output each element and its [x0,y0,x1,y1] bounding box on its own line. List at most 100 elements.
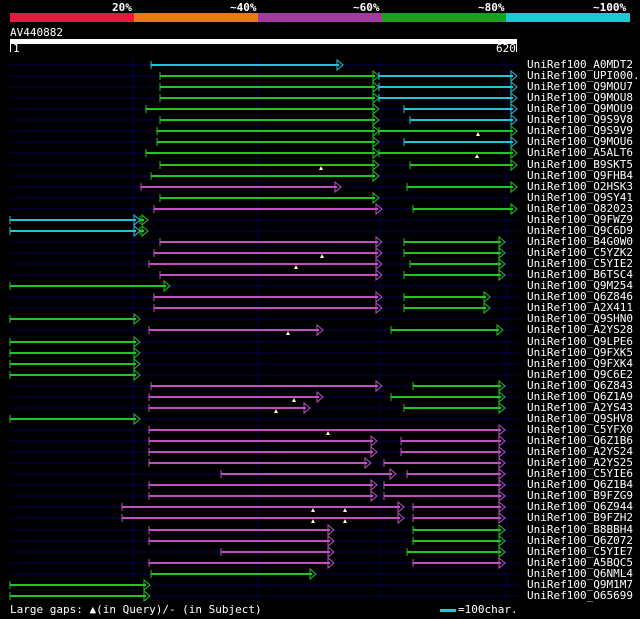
hit-label[interactable]: UniRef100_B9FZG9 [527,489,633,502]
query-gap-marker [343,508,347,512]
hit-label[interactable]: UniRef100_C5YIE2 [527,257,633,270]
hsp-arrowhead [510,135,518,149]
hsp-arrowhead [372,69,380,83]
query-gap-marker [286,331,290,335]
hsp-arrowhead [327,545,335,559]
hsp-arrowhead [375,202,383,216]
hit-label[interactable]: UniRef100_B9SKT5 [527,158,633,171]
hit-label[interactable]: UniRef100_O82023 [527,202,633,215]
hsp-arrowhead [334,180,342,194]
hit-label[interactable]: UniRef100_C5YFX0 [527,423,633,436]
hit-label[interactable]: UniRef100_Q6NML4 [527,567,633,580]
hsp-arrowhead [498,489,506,503]
hit-label[interactable]: UniRef100_A2YS28 [527,323,633,336]
hit-label[interactable]: UniRef100_Q9FHB4 [527,169,633,182]
hit-label[interactable]: UniRef100_C5YZK2 [527,246,633,259]
hsp-arrowhead [510,124,518,138]
hit-label[interactable]: UniRef100_O65699 [527,589,633,602]
hit-label[interactable]: UniRef100_Q9C6D9 [527,224,633,237]
hit-label[interactable]: UniRef100_Q9S9V9 [527,124,633,137]
hit-label[interactable]: UniRef100_A0MDT2 [527,58,633,71]
hsp-arrowhead [510,69,518,83]
query-gap-marker [311,508,315,512]
hit-label[interactable]: UniRef100_Q9MOU8 [527,91,633,104]
hit-label[interactable]: UniRef100_Q9SY41 [527,191,633,204]
hit-label[interactable]: UniRef100_Q6Z944 [527,500,633,513]
hsp-arrowhead [375,290,383,304]
hit-label[interactable]: UniRef100_UPI000.. [527,69,640,82]
hsp-arrowhead [133,213,141,227]
hit-label[interactable]: UniRef100_Q9SHV8 [527,412,633,425]
hit-label[interactable]: UniRef100_Q6Z1A9 [527,390,633,403]
scale-label-40: ~40% [230,1,257,14]
hsp-arrowhead [370,478,378,492]
hit-label[interactable]: UniRef100_Q9MOU7 [527,80,633,93]
hit-label[interactable]: UniRef100_B8BBH4 [527,523,633,536]
hit-label[interactable]: UniRef100_Q9MOU9 [527,102,633,115]
hit-label[interactable]: UniRef100_Q9M1M7 [527,578,633,591]
hsp-arrowhead [303,401,311,415]
hsp-arrowhead [498,268,506,282]
hsp-arrowhead [133,312,141,326]
scale-label-20: 20% [112,1,132,14]
hsp-arrowhead [397,500,405,514]
hsp-arrowhead [498,246,506,260]
hsp-arrowhead [510,91,518,105]
hit-label[interactable]: UniRef100_Q9MOU6 [527,135,633,148]
hsp-arrowhead [498,467,506,481]
hit-label[interactable]: UniRef100_B6TSC4 [527,268,633,281]
hit-label[interactable]: UniRef100_A2YS24 [527,445,633,458]
hsp-arrowhead [143,589,151,603]
hsp-arrowhead [375,235,383,249]
hsp-arrowhead [141,224,149,238]
query-gap-marker [476,132,480,136]
hit-label[interactable]: UniRef100_Q6Z843 [527,379,633,392]
hsp-arrowhead [141,213,149,227]
scale-label-60: ~60% [353,1,380,14]
hit-label[interactable]: UniRef100_B9FZH2 [527,511,633,524]
hit-label[interactable]: UniRef100_Q9FXK4 [527,357,633,370]
hit-label[interactable]: UniRef100_Q9LPE6 [527,335,633,348]
hsp-arrowhead [372,124,380,138]
hsp-arrowhead [496,323,504,337]
hsp-arrowhead [498,500,506,514]
hsp-arrowhead [510,180,518,194]
hit-label[interactable]: UniRef100_A2YS25 [527,456,633,469]
hsp-arrowhead [143,578,151,592]
hit-label[interactable]: UniRef100_A2X411 [527,301,633,314]
hit-label[interactable]: UniRef100_Q6Z846 [527,290,633,303]
hsp-arrowhead [375,257,383,271]
hsp-arrowhead [498,423,506,437]
hit-label[interactable]: UniRef100_Q9FXK5 [527,346,633,359]
hsp-arrowhead [316,323,324,337]
hit-label[interactable]: UniRef100_Q6Z1B6 [527,434,633,447]
hit-label[interactable]: UniRef100_A2YS43 [527,401,633,414]
scale-seg-green [382,13,506,22]
query-name: AV440882 [10,26,63,39]
hit-label[interactable]: UniRef100_O2HSK3 [527,180,633,193]
hsp-arrowhead [389,467,397,481]
hsp-arrowhead [375,301,383,315]
hit-label[interactable]: UniRef100_B4G0W0 [527,235,633,248]
query-gap-marker [475,154,479,158]
hit-label[interactable]: UniRef100_C5YIE7 [527,545,633,558]
hsp-arrowhead [375,379,383,393]
hsp-arrowhead [133,368,141,382]
scale-label-100: ~100% [593,1,627,14]
hit-label[interactable]: UniRef100_Q9S9V8 [527,113,633,126]
hit-label[interactable]: UniRef100_Q9C6E2 [527,368,633,381]
hsp-arrowhead [370,489,378,503]
hit-label[interactable]: UniRef100_Q6Z1B4 [527,478,633,491]
hit-label[interactable]: UniRef100_Q9M254 [527,279,633,292]
hit-label[interactable]: UniRef100_Q9FWZ9 [527,213,633,226]
hit-label[interactable]: UniRef100_C5YIE6 [527,467,633,480]
hsp-arrowhead [370,434,378,448]
hit-label[interactable]: UniRef100_Q9SHN0 [527,312,633,325]
hit-label[interactable]: UniRef100_Q6Z072 [527,534,633,547]
query-gap-marker [343,519,347,523]
scale-seg-magenta [258,13,382,22]
hit-label[interactable]: UniRef100_A5ALT6 [527,146,633,159]
hit-label[interactable]: UniRef100_A5BQC5 [527,556,633,569]
hsp-arrowhead [397,511,405,525]
hsp-arrowhead [510,202,518,216]
